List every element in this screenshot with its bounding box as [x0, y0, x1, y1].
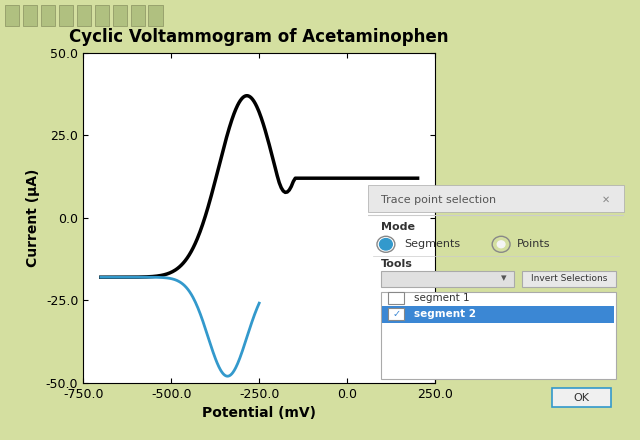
Title: Cyclic Voltammogram of Acetaminophen: Cyclic Voltammogram of Acetaminophen [70, 28, 449, 46]
FancyBboxPatch shape [381, 271, 514, 286]
Text: Trace point selection: Trace point selection [381, 194, 496, 205]
Bar [148, 4, 163, 26]
Bar [113, 4, 127, 26]
Y-axis label: Current (μA): Current (μA) [26, 169, 40, 267]
Text: segment 2: segment 2 [414, 309, 476, 319]
Bar [59, 4, 73, 26]
Text: Invert Selections: Invert Selections [531, 274, 607, 283]
Text: segment 1: segment 1 [414, 293, 470, 303]
FancyBboxPatch shape [522, 271, 616, 286]
Bar [77, 4, 91, 26]
Text: OK: OK [574, 392, 590, 403]
Circle shape [497, 241, 505, 248]
FancyBboxPatch shape [388, 292, 404, 304]
Text: Mode: Mode [381, 222, 415, 232]
Text: Points: Points [516, 239, 550, 249]
X-axis label: Potential (mV): Potential (mV) [202, 406, 316, 420]
Bar [131, 4, 145, 26]
FancyBboxPatch shape [382, 306, 614, 323]
FancyBboxPatch shape [388, 308, 404, 320]
Text: Segments: Segments [404, 239, 460, 249]
FancyBboxPatch shape [552, 389, 611, 407]
FancyBboxPatch shape [381, 292, 616, 379]
Bar [95, 4, 109, 26]
Circle shape [380, 238, 392, 250]
Text: ▾: ▾ [501, 274, 506, 284]
Bar [23, 4, 37, 26]
FancyBboxPatch shape [368, 185, 624, 212]
Bar [5, 4, 19, 26]
Text: ✓: ✓ [392, 309, 400, 319]
Text: Tools: Tools [381, 259, 413, 269]
Text: ✕: ✕ [602, 194, 610, 205]
Bar [41, 4, 55, 26]
